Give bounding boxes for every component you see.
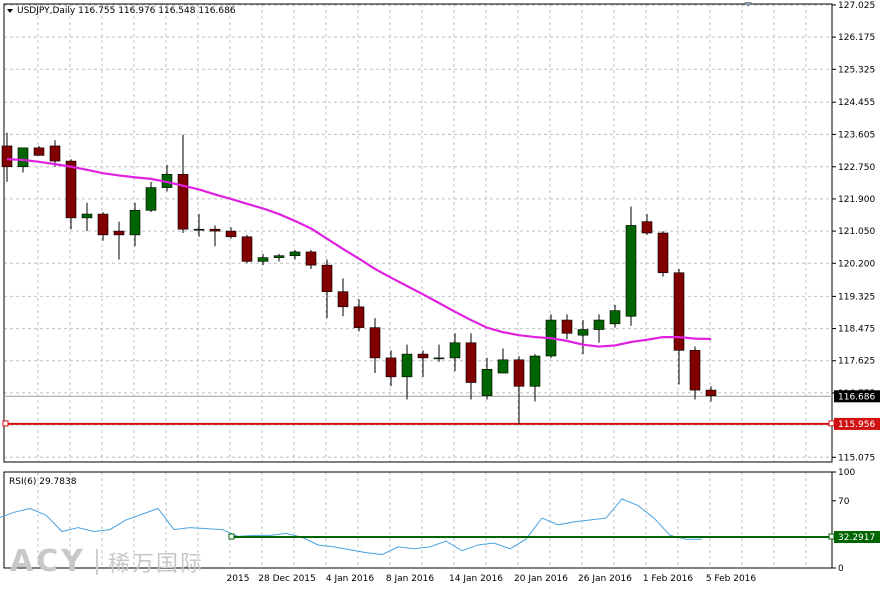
candle-body[interactable] <box>1 145 13 168</box>
candle-body[interactable] <box>17 147 29 168</box>
candle-body[interactable] <box>513 359 525 387</box>
time-axis-label: 1 Feb 2016 <box>643 574 694 584</box>
price-axis-label: 126.175 <box>838 33 875 43</box>
candle-body[interactable] <box>369 327 381 359</box>
candle-body[interactable] <box>81 213 93 219</box>
candle-body[interactable] <box>593 319 605 330</box>
price-axis-label: 127.025 <box>838 1 875 11</box>
rsi-level-handle[interactable] <box>228 533 235 540</box>
price-axis-label: 119.325 <box>838 292 875 302</box>
candle-body[interactable] <box>321 264 333 292</box>
candle-body[interactable] <box>657 232 669 274</box>
candle-body[interactable] <box>641 221 653 234</box>
candle-body[interactable] <box>273 255 285 258</box>
candle-body[interactable] <box>129 209 141 236</box>
watermark: ACY 稀万国际 <box>10 544 204 579</box>
time-axis-label: 5 Feb 2016 <box>706 574 757 584</box>
period-marker-icon <box>744 2 752 7</box>
rsi-axis-label: 100 <box>838 468 855 478</box>
candle-body[interactable] <box>177 174 189 230</box>
candle-body[interactable] <box>257 257 269 262</box>
candle-body[interactable] <box>353 306 365 328</box>
moving-average-line <box>6 158 712 348</box>
candle-body[interactable] <box>449 342 461 359</box>
price-axis-label: 120.200 <box>838 259 875 269</box>
time-axis-label: 2015 <box>227 574 250 584</box>
candle-body[interactable] <box>305 251 317 266</box>
time-axis-label: 28 Dec 2015 <box>258 574 316 584</box>
candle-body[interactable] <box>673 272 685 351</box>
candle-body[interactable] <box>241 236 253 262</box>
candle-body[interactable] <box>577 329 589 336</box>
candle-body[interactable] <box>561 319 573 334</box>
candle-body[interactable] <box>433 357 445 360</box>
watermark-chinese-text: 稀万国际 <box>107 551 204 577</box>
candle-body[interactable] <box>705 389 717 397</box>
candle-body[interactable] <box>65 160 77 219</box>
candle-body[interactable] <box>193 228 205 231</box>
candle-body[interactable] <box>465 342 477 383</box>
watermark-logo: ACY <box>10 544 86 579</box>
candle-body[interactable] <box>289 251 301 257</box>
rsi-axis-label: 0 <box>838 564 844 574</box>
price-axis-label: 121.050 <box>838 227 875 237</box>
candle-body[interactable] <box>49 145 61 162</box>
dropdown-triangle-icon[interactable] <box>7 9 13 13</box>
chart-header-text: USDJPY,Daily 116.755 116.976 116.548 116… <box>17 6 236 16</box>
candle-body[interactable] <box>113 230 125 236</box>
time-axis-label: 14 Jan 2016 <box>449 574 503 584</box>
candle-body[interactable] <box>97 213 109 236</box>
candle-body[interactable] <box>337 291 349 308</box>
symbol-label: USDJPY,Daily <box>17 6 78 16</box>
current-price-label: 116.686 <box>838 392 875 402</box>
time-axis-label: 26 Jan 2016 <box>578 574 632 584</box>
candle-body[interactable] <box>529 355 541 387</box>
price-axis-label: 124.455 <box>838 98 875 108</box>
rsi-title: RSI(6) 29.7838 <box>9 477 77 487</box>
support-level-label: 115.956 <box>838 420 875 430</box>
rsi-panel-frame <box>3 471 833 569</box>
candle-body[interactable] <box>33 147 45 156</box>
price-axis-label: 123.605 <box>838 130 875 140</box>
candle-body[interactable] <box>625 225 637 317</box>
candle-body[interactable] <box>145 187 157 211</box>
price-axis-label: 118.475 <box>838 325 875 335</box>
price-axis-label: 117.625 <box>838 357 875 367</box>
candle-body[interactable] <box>401 353 413 378</box>
candle-body[interactable] <box>481 368 493 397</box>
price-axis-label: 115.075 <box>838 453 875 463</box>
candle-body[interactable] <box>209 228 221 232</box>
current-price-box <box>834 390 880 403</box>
time-axis-label: 4 Jan 2016 <box>326 574 374 584</box>
time-axis-label: 20 Jan 2016 <box>514 574 568 584</box>
price-axis-label: 121.900 <box>838 195 875 205</box>
rsi-level-label: 32.2917 <box>838 533 875 543</box>
support-level-box <box>834 417 880 430</box>
candle-body[interactable] <box>417 353 429 359</box>
price-axis-label: 125.325 <box>838 65 875 75</box>
rsi-axis-label: 70 <box>838 497 850 507</box>
main-panel-frame <box>3 3 833 463</box>
candle-body[interactable] <box>689 350 701 391</box>
rsi-line <box>0 498 702 556</box>
ohlc-values: 116.755 116.976 116.548 116.686 <box>78 6 236 16</box>
price-axis-label: 122.750 <box>838 163 875 173</box>
rsi-level-handle[interactable] <box>828 533 835 540</box>
candle-body[interactable] <box>225 230 237 238</box>
candle-body[interactable] <box>385 357 397 378</box>
rsi-level-box <box>834 530 880 543</box>
watermark-separator <box>95 548 98 575</box>
candle-body[interactable] <box>609 310 621 325</box>
time-axis-label: 8 Jan 2016 <box>386 574 434 584</box>
support-line-handle[interactable] <box>2 420 9 427</box>
candle-body[interactable] <box>497 359 509 374</box>
support-line-handle[interactable] <box>828 420 835 427</box>
